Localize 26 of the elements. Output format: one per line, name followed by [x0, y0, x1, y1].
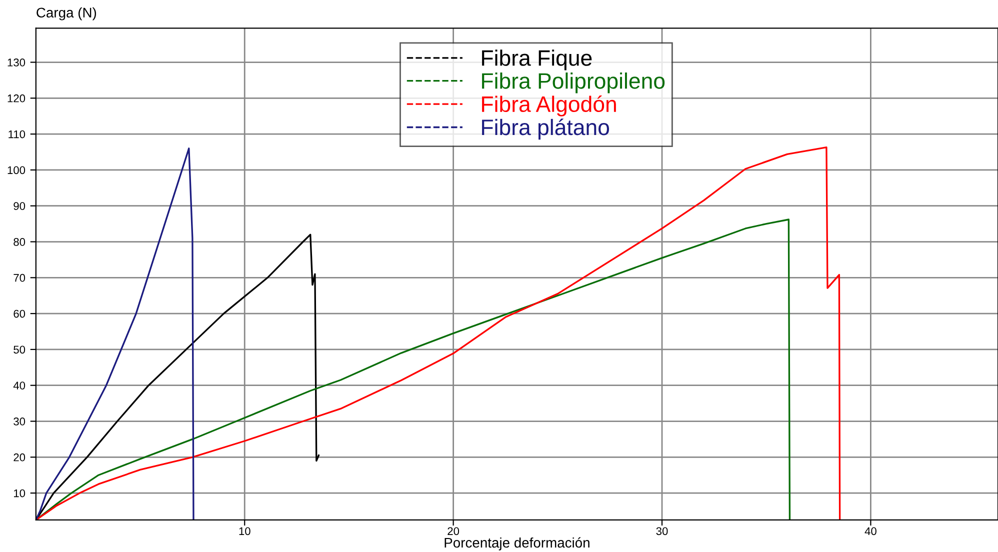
line-series — [36, 146, 841, 520]
legend-label: Fibra Algodón — [482, 95, 616, 116]
legend-label: Fibra plátano — [482, 118, 610, 140]
x-tick-label: 30 — [656, 527, 668, 536]
y-tick-label: 20 — [14, 453, 26, 462]
x-tick-label: 40 — [864, 527, 876, 536]
y-tick-label: 90 — [14, 202, 26, 210]
x-axis-title: Porcentaje deformación — [444, 537, 590, 550]
y-tick-label: 100 — [8, 166, 26, 174]
line-series — [36, 148, 194, 520]
legend-label: Fibra Fique — [482, 50, 592, 70]
y-tick-label: 10 — [14, 489, 26, 498]
x-tick-label: 20 — [448, 527, 460, 536]
y-axis-title: Carga (N) — [36, 7, 96, 20]
y-tick-label: 60 — [14, 310, 26, 318]
x-tick-label: 10 — [239, 527, 250, 536]
y-tick-label: 120 — [8, 94, 26, 102]
y-tick-label: 40 — [13, 382, 26, 390]
y-tick-label: 70 — [14, 274, 26, 282]
legend-label: Fibra Polipropileno — [482, 72, 665, 94]
line-series — [36, 218, 791, 520]
y-tick-label: 50 — [14, 346, 26, 354]
y-tick-label: 130 — [8, 58, 26, 66]
y-tick-label: 30 — [14, 418, 26, 426]
y-tick-label: 110 — [8, 130, 26, 138]
y-tick-label: 80 — [14, 238, 26, 246]
